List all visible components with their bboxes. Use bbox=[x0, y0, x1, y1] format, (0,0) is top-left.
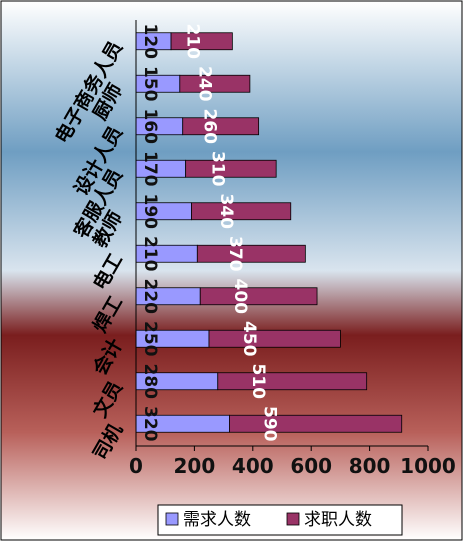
x-tick-label: 200 bbox=[174, 454, 216, 478]
x-tick-label: 800 bbox=[349, 454, 391, 478]
data-label-applicants: 450 bbox=[239, 321, 259, 357]
data-label-demand: 170 bbox=[140, 151, 160, 187]
data-label-applicants: 260 bbox=[199, 109, 219, 145]
bar-applicants-5 bbox=[196, 244, 306, 263]
data-label-demand: 220 bbox=[140, 279, 160, 315]
legend-label: 求职人数 bbox=[304, 510, 372, 530]
x-tick-label: 0 bbox=[129, 454, 143, 478]
data-label-applicants: 590 bbox=[259, 406, 279, 442]
data-label-applicants: 370 bbox=[225, 236, 245, 272]
data-label-demand: 190 bbox=[140, 194, 160, 230]
bar-applicants-2 bbox=[182, 117, 260, 136]
bar-applicants-4 bbox=[191, 202, 292, 221]
data-label-demand: 150 bbox=[140, 66, 160, 102]
legend-swatch bbox=[286, 512, 300, 526]
data-label-applicants: 340 bbox=[216, 194, 236, 230]
data-label-demand: 120 bbox=[140, 24, 160, 60]
bar-applicants-8 bbox=[217, 372, 368, 391]
data-label-applicants: 310 bbox=[207, 151, 227, 187]
x-axis: 0 200 400 600 800 1000 bbox=[129, 20, 456, 478]
data-label-demand: 250 bbox=[140, 321, 160, 357]
data-labels: 120 210 150 240 160 260 170 310 190 340 210 370 220 4… bbox=[140, 24, 279, 442]
x-tick-label: 400 bbox=[232, 454, 274, 478]
data-label-demand: 160 bbox=[140, 109, 160, 145]
bar-applicants-9 bbox=[229, 414, 403, 433]
x-tick-label: 1000 bbox=[400, 454, 456, 478]
bar-applicants-7 bbox=[208, 329, 341, 348]
data-label-applicants: 510 bbox=[248, 364, 268, 400]
legend-label: 需求人数 bbox=[183, 510, 251, 530]
data-label-applicants: 210 bbox=[183, 24, 203, 60]
legend-swatch bbox=[165, 512, 179, 526]
bar-applicants-1 bbox=[179, 74, 251, 93]
bar-applicants-0 bbox=[170, 32, 233, 51]
bars bbox=[135, 32, 403, 433]
data-label-applicants: 240 bbox=[194, 66, 214, 102]
legend-box bbox=[157, 504, 403, 536]
bar-applicants-6 bbox=[199, 287, 318, 306]
data-label-demand: 320 bbox=[140, 406, 160, 442]
legend: 需求人数 求职人数 bbox=[157, 504, 403, 536]
bar-applicants-3 bbox=[185, 159, 277, 178]
x-tick-label: 600 bbox=[290, 454, 332, 478]
data-label-demand: 210 bbox=[140, 236, 160, 272]
data-label-applicants: 400 bbox=[230, 279, 250, 315]
data-label-demand: 280 bbox=[140, 364, 160, 400]
